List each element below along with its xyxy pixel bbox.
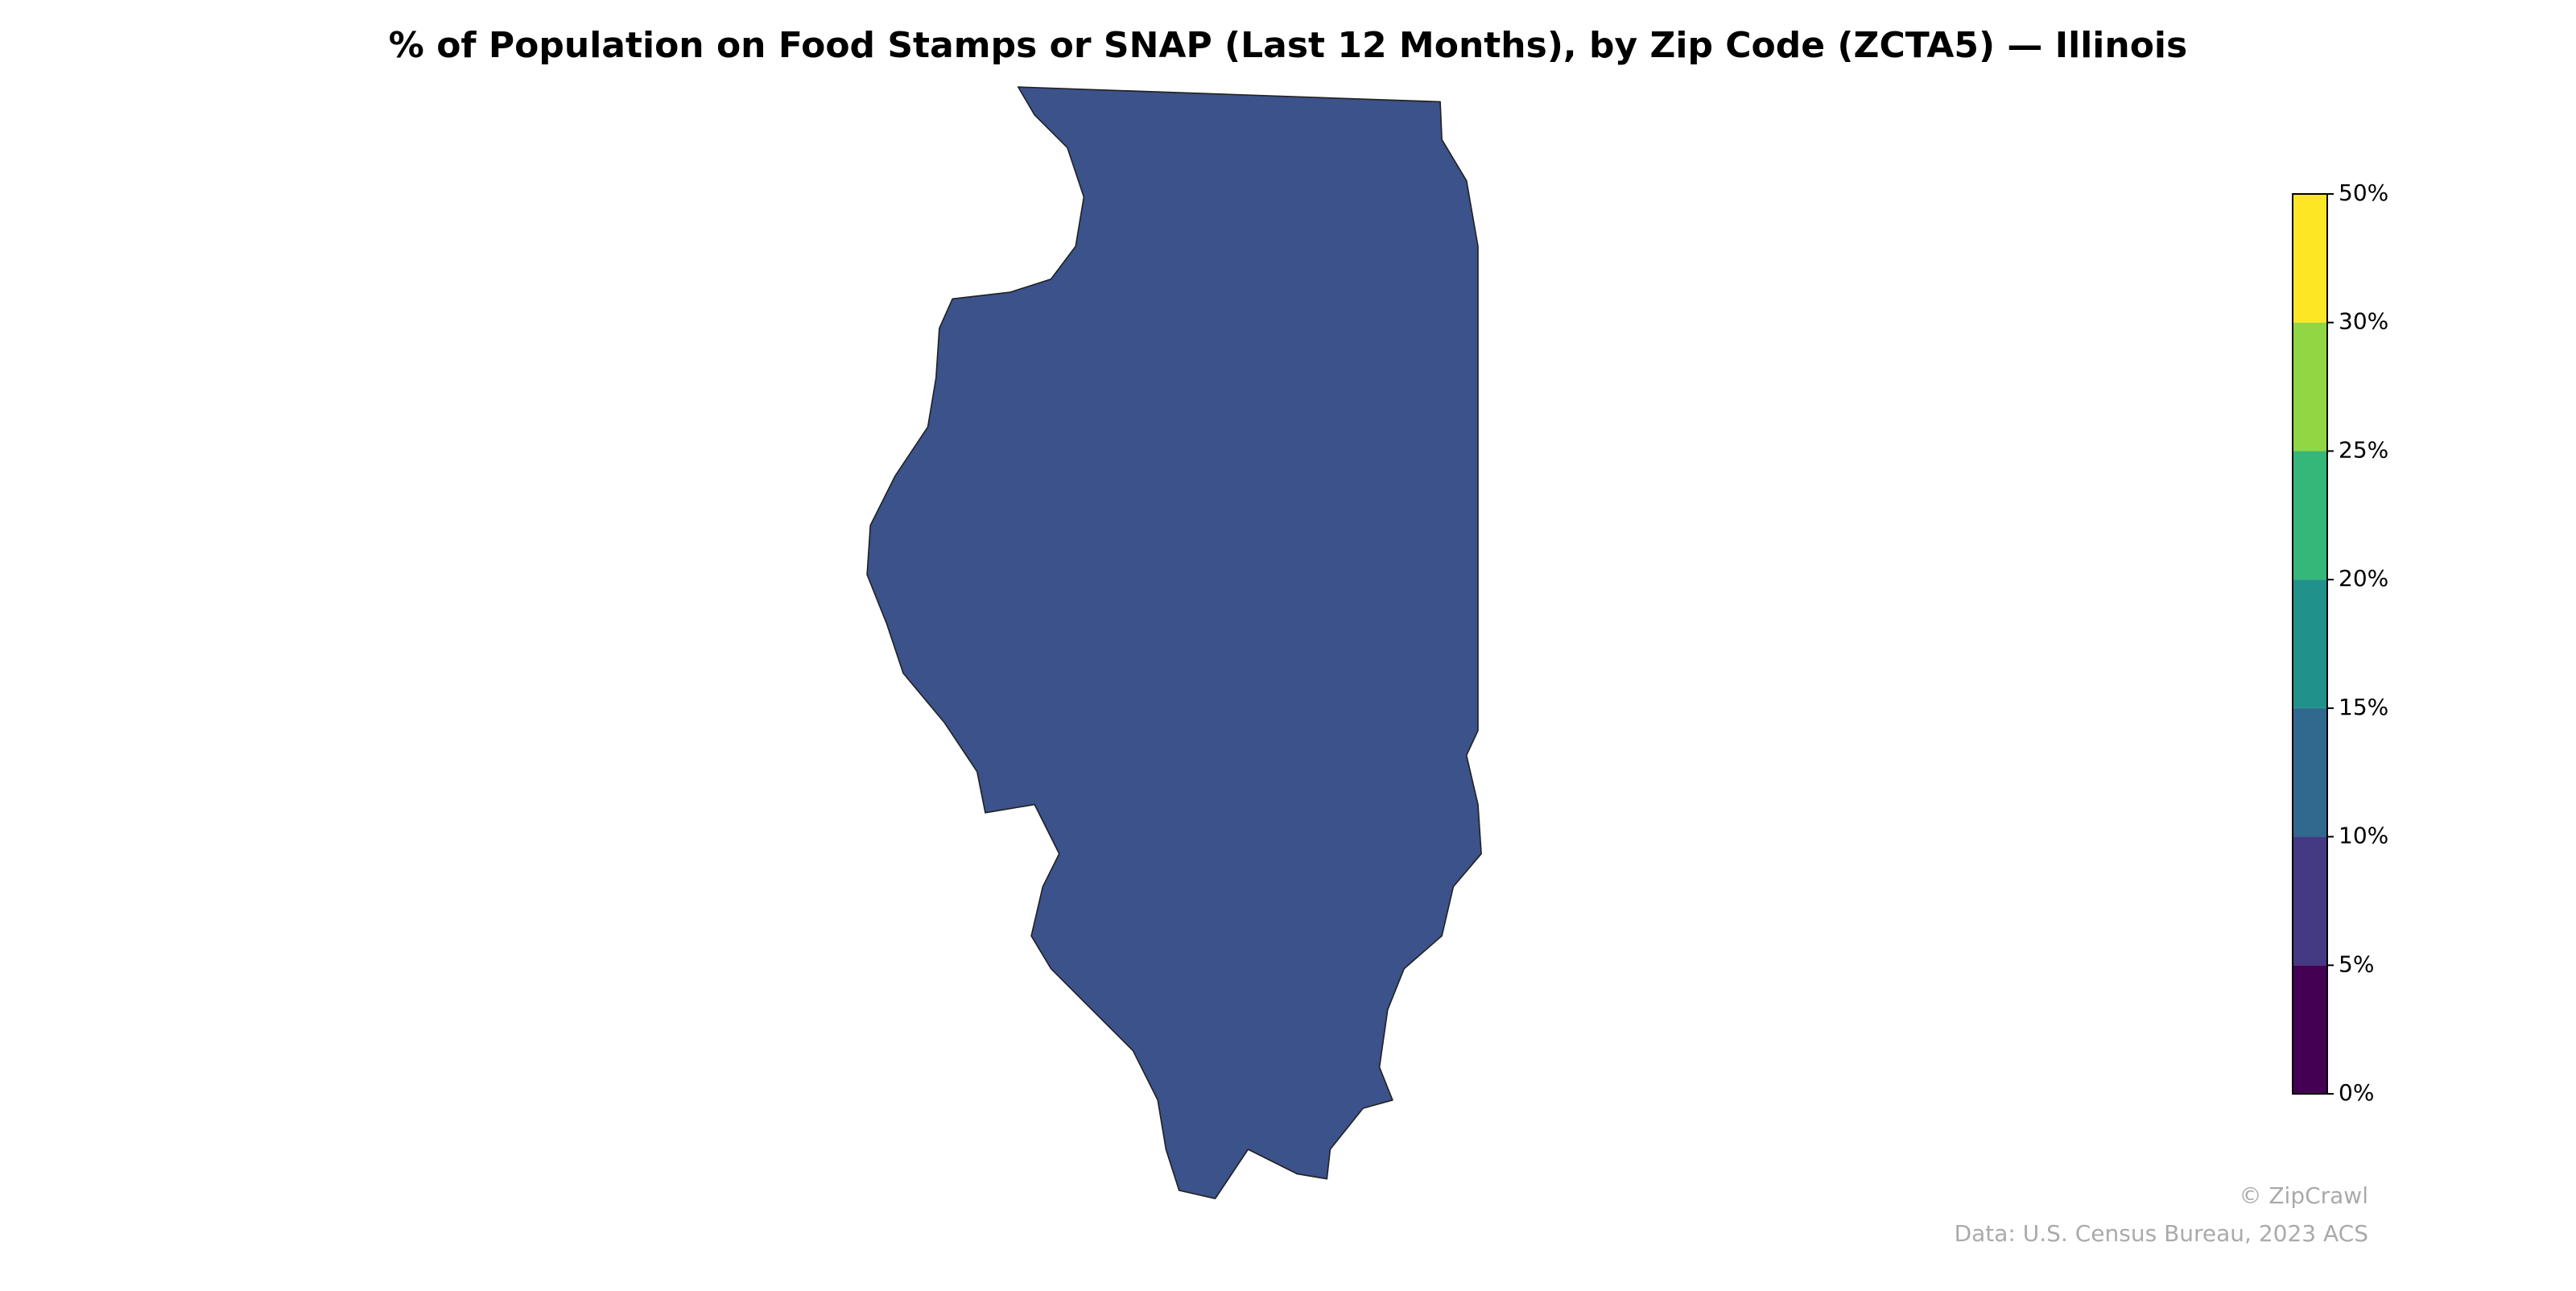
colorbar-tick-label: 30% <box>2339 308 2388 335</box>
colorbar-segment <box>2293 194 2327 323</box>
data-source: Data: U.S. Census Bureau, 2023 ACS <box>1955 1220 2368 1247</box>
colorbar-segment <box>2293 707 2327 837</box>
colorbar-tick-label: 20% <box>2339 565 2388 592</box>
colorbar-frame <box>2292 193 2328 1095</box>
illinois-outline <box>866 86 1482 1200</box>
colorbar-segment <box>2293 451 2327 580</box>
colorbar-tick-label: 15% <box>2339 694 2388 720</box>
state-map <box>866 86 1482 1200</box>
colorbar-tick-label: 25% <box>2339 436 2388 463</box>
colorbar-segment <box>2293 580 2327 708</box>
colorbar-tick-label: 10% <box>2339 823 2388 849</box>
credit: © ZipCrawl <box>2239 1182 2368 1209</box>
colorbar-segment <box>2293 836 2327 966</box>
map-title: % of Population on Food Stamps or SNAP (… <box>389 25 2187 66</box>
colorbar-segment <box>2293 322 2327 452</box>
colorbar-tick-label: 5% <box>2339 951 2374 977</box>
colorbar: 0% 5% 10% 15% 20% 25% 30% 50% <box>2292 179 2388 1106</box>
colorbar-tick-label: 50% <box>2339 179 2388 206</box>
colorbar-tick-label: 0% <box>2339 1079 2374 1106</box>
colorbar-segment <box>2293 965 2327 1094</box>
